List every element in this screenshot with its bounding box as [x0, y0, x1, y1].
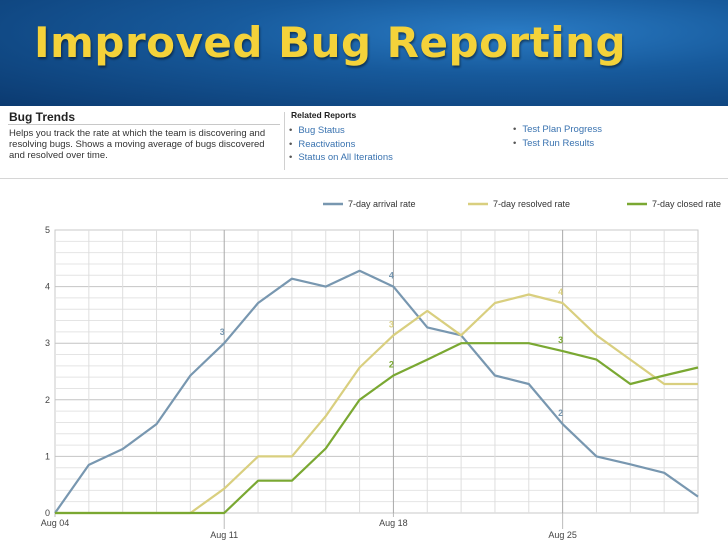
- related-reports-title: Related Reports: [291, 110, 357, 120]
- data-label: 3: [389, 319, 394, 329]
- y-tick-label: 4: [45, 282, 50, 292]
- y-tick-label: 0: [45, 508, 50, 518]
- legend-label: 7-day resolved rate: [493, 199, 570, 209]
- link-test-plan-progress[interactable]: Test Plan Progress: [513, 123, 602, 137]
- data-label: 3: [558, 335, 563, 345]
- slide-banner: Improved Bug Reporting: [0, 0, 728, 106]
- data-label: 2: [389, 359, 394, 369]
- data-label: 4: [389, 271, 394, 281]
- legend-label: 7-day closed rate: [652, 199, 721, 209]
- x-tick-label: Aug 11: [210, 530, 238, 540]
- series-line-3: [55, 342, 699, 515]
- x-tick-label: Aug 25: [548, 530, 577, 540]
- link-reactivations[interactable]: Reactivations: [289, 138, 393, 152]
- report-header: Bug Trends Helps you track the rate at w…: [0, 106, 728, 179]
- section-divider: [284, 112, 285, 170]
- chart-point-labels: 3 4 2 3 4 2 3: [220, 271, 563, 419]
- report-title: Bug Trends: [9, 110, 76, 124]
- x-tick-label: Aug 04: [41, 518, 70, 528]
- x-axis-ticks: Aug 04 Aug 11 Aug 18 Aug 25: [41, 513, 577, 540]
- chart-grid: [54, 229, 699, 514]
- x-tick-label: Aug 18: [379, 518, 408, 528]
- chart-legend: 7-day arrival rate 7-day resolved rate 7-d…: [323, 199, 721, 209]
- plot-area: [54, 229, 699, 514]
- slide-title: Improved Bug Reporting: [34, 18, 627, 67]
- title-underline: [8, 124, 280, 125]
- y-axis-ticks: 0 1 2 3 4 5: [45, 225, 50, 518]
- related-reports-list-right: Test Plan Progress Test Run Results: [513, 123, 602, 150]
- data-label: 2: [558, 408, 563, 418]
- data-label: 4: [558, 287, 563, 297]
- y-tick-label: 1: [45, 451, 50, 461]
- report-description: Helps you track the rate at which the te…: [9, 128, 266, 161]
- series-line-1: [54, 269, 699, 514]
- y-tick-label: 2: [45, 395, 50, 405]
- legend-label: 7-day arrival rate: [348, 199, 416, 209]
- link-bug-status[interactable]: Bug Status: [289, 124, 393, 138]
- data-label: 3: [220, 327, 225, 337]
- chart-series: [54, 269, 699, 515]
- bug-trends-chart: 7-day arrival rate 7-day resolved rate 7-d…: [41, 199, 721, 540]
- link-status-on-all-iterations[interactable]: Status on All Iterations: [289, 151, 393, 165]
- y-tick-label: 5: [45, 225, 50, 235]
- link-test-run-results[interactable]: Test Run Results: [513, 137, 602, 151]
- y-tick-label: 3: [45, 338, 50, 348]
- related-reports-list-left: Bug Status Reactivations Status on All I…: [289, 124, 393, 165]
